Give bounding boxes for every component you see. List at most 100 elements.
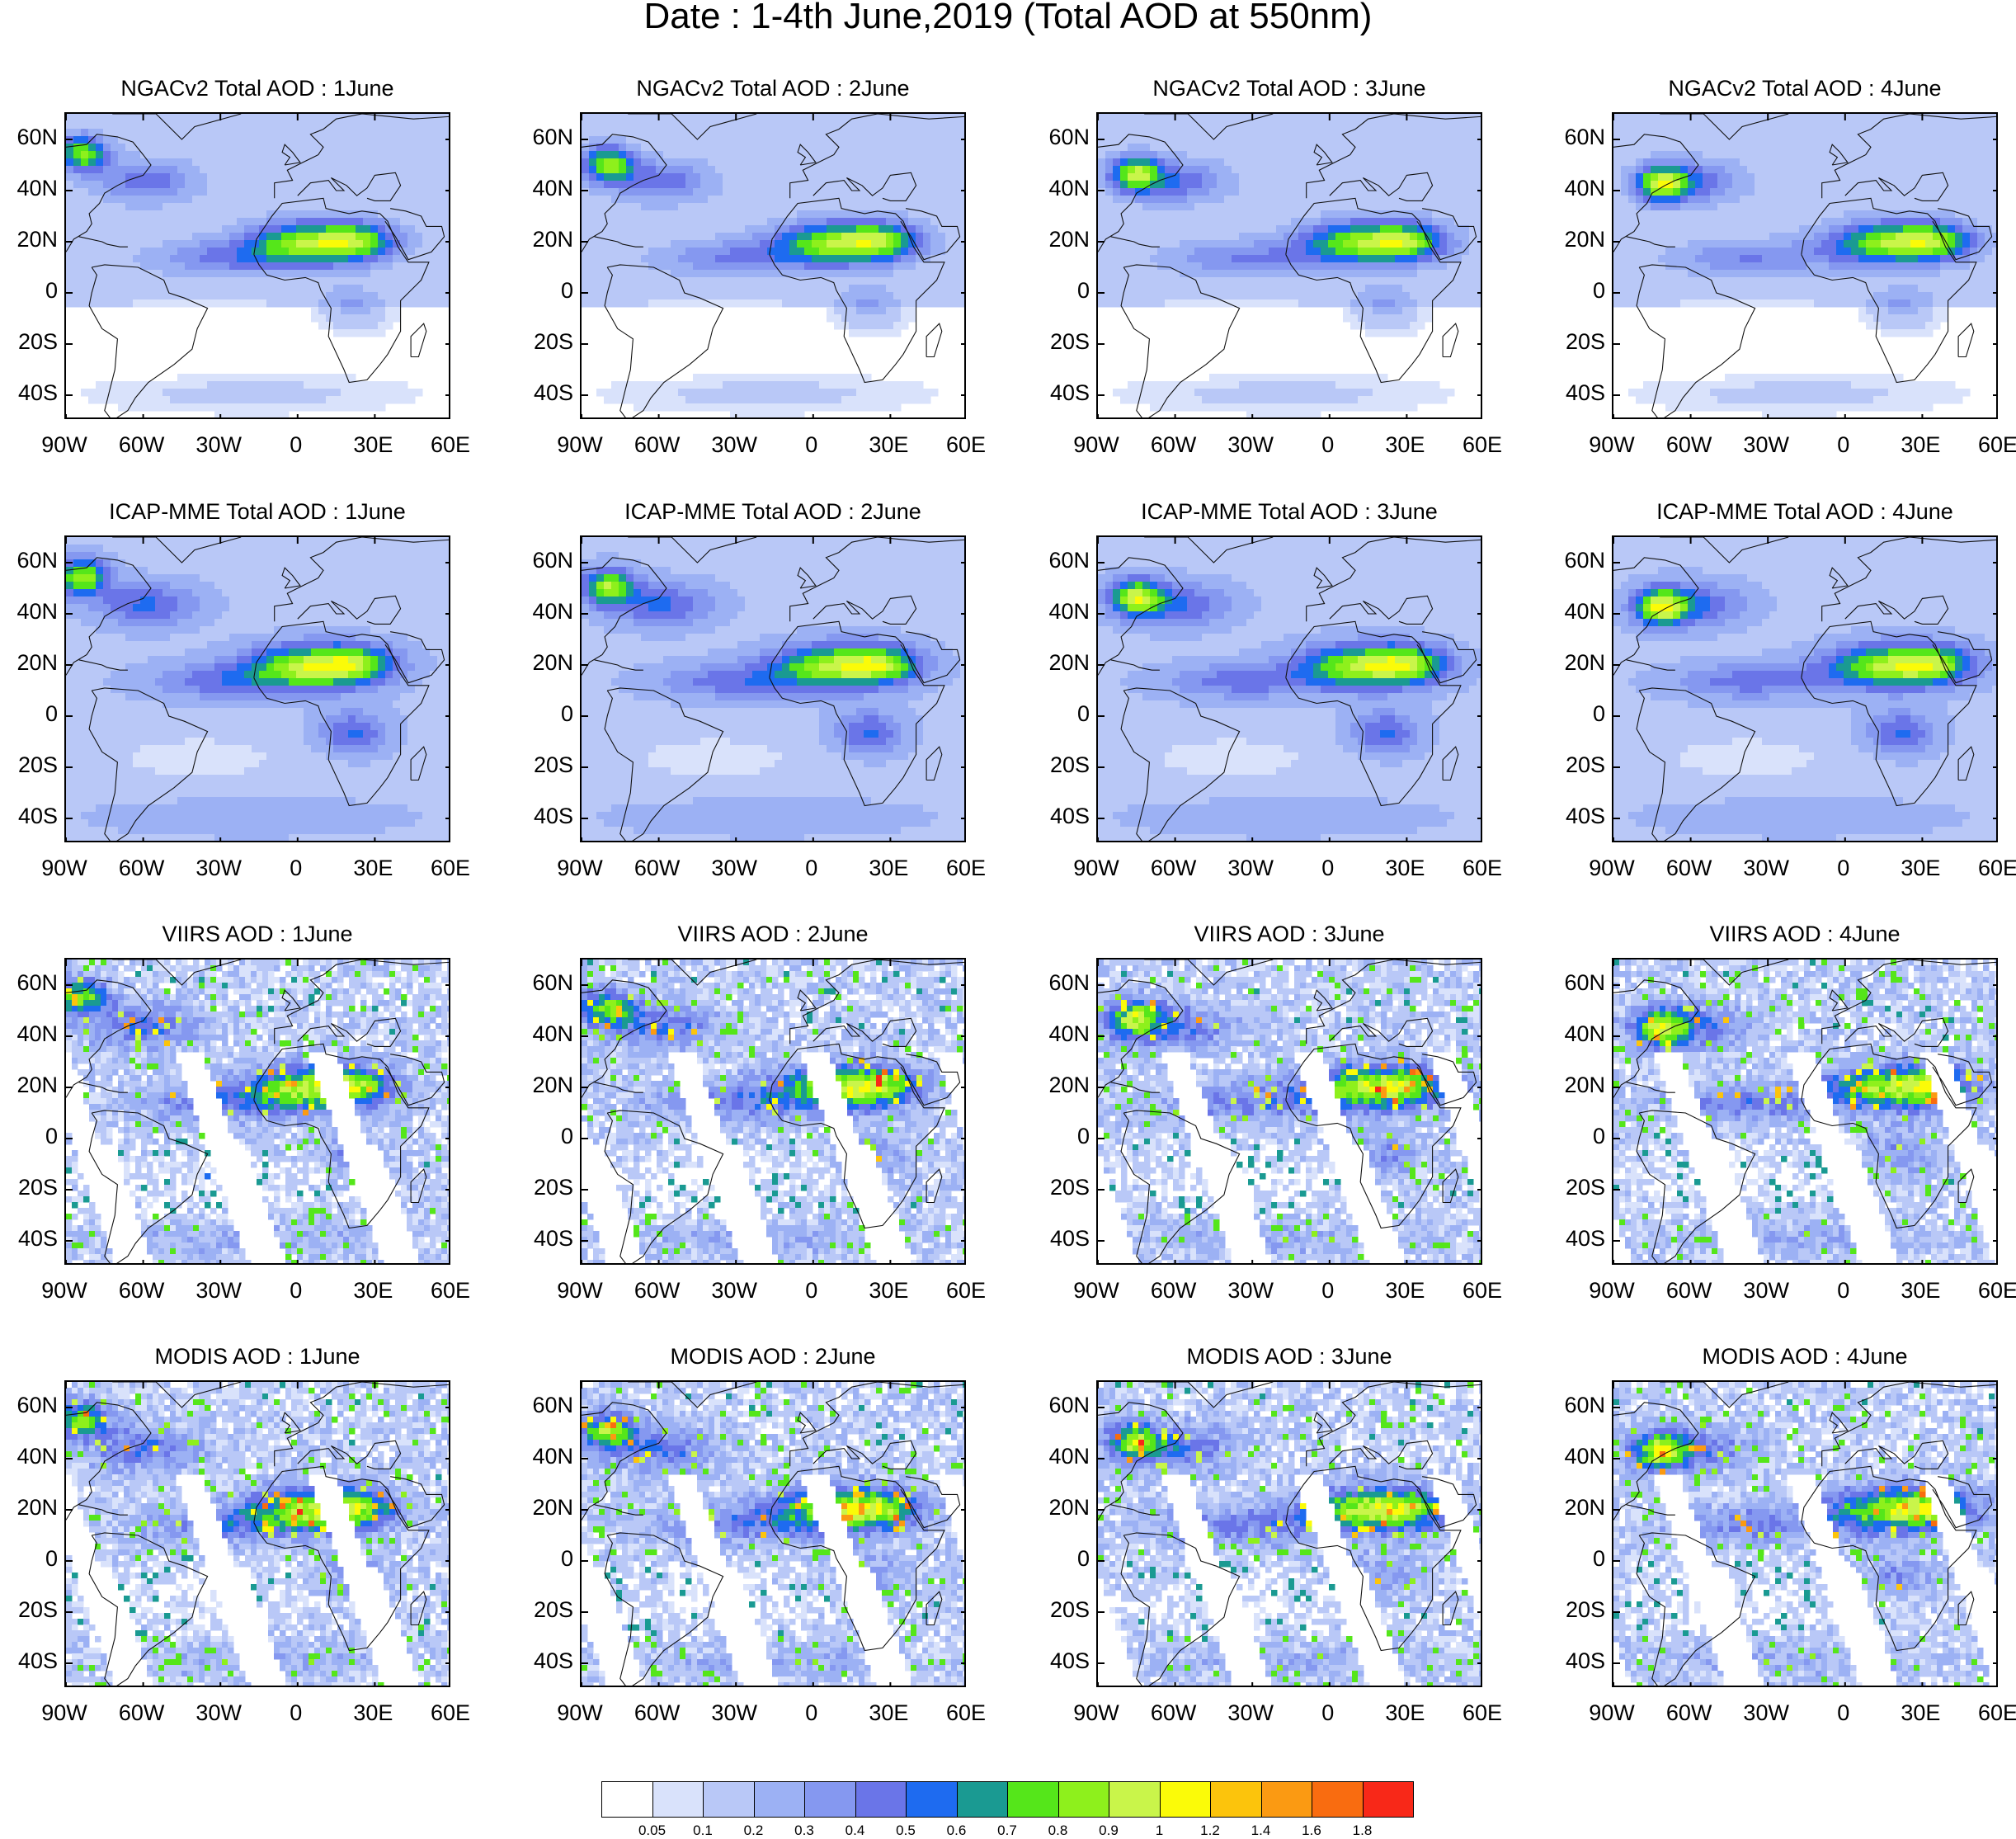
coastline xyxy=(274,960,449,1044)
coastline xyxy=(900,631,961,684)
lon-tick-label: 60E xyxy=(937,432,995,458)
lat-tick-label: 40N xyxy=(7,1444,58,1469)
coastline xyxy=(628,114,757,140)
coastline xyxy=(582,134,667,252)
coastline xyxy=(66,557,152,676)
lat-tick-label: 40S xyxy=(1039,804,1090,829)
lon-tick-label: 60E xyxy=(1453,856,1511,881)
colorbar-swatch xyxy=(753,1781,805,1818)
lon-tick-label: 0 xyxy=(1815,1278,1872,1304)
lon-tick-label: 0 xyxy=(1299,1700,1357,1726)
lon-tick-label: 0 xyxy=(1815,1700,1872,1726)
coastline xyxy=(769,1043,945,1229)
aod-map-panel xyxy=(1096,112,1482,419)
aod-map-panel xyxy=(1612,112,1998,419)
coastline xyxy=(769,620,945,807)
coastline xyxy=(1932,1054,1993,1106)
coastline xyxy=(1313,989,1333,1011)
lon-tick-label: 30E xyxy=(1891,432,1949,458)
lat-tick-label: 0 xyxy=(1039,278,1090,304)
colorbar-label: 1.4 xyxy=(1241,1822,1282,1839)
coastline xyxy=(797,567,817,589)
lat-tick-label: 0 xyxy=(1554,278,1605,304)
coastline xyxy=(297,1440,402,1469)
coastline xyxy=(88,1532,209,1686)
colorbar-swatch xyxy=(855,1781,907,1818)
coastline xyxy=(900,208,961,261)
colorbar-label: 0.9 xyxy=(1088,1822,1129,1839)
coastline xyxy=(1329,1017,1434,1047)
coastline xyxy=(813,1440,917,1469)
coastline xyxy=(1821,537,1996,622)
lat-tick-label: 40N xyxy=(1554,1444,1605,1469)
lat-tick-label: 40N xyxy=(1039,1021,1090,1047)
coastline xyxy=(1416,208,1477,261)
aod-field xyxy=(1098,1382,1481,1686)
lat-tick-label: 40N xyxy=(522,176,573,201)
lat-tick-label: 0 xyxy=(1554,701,1605,727)
coastline xyxy=(628,1382,757,1408)
coastline xyxy=(1110,1504,1160,1516)
lon-tick-label: 0 xyxy=(267,1278,325,1304)
coastline xyxy=(1416,631,1477,684)
lon-tick-label: 30E xyxy=(1376,1278,1434,1304)
lon-tick-label: 60E xyxy=(1969,856,2016,881)
coastline xyxy=(253,197,430,384)
coastline xyxy=(1801,620,1977,807)
aod-map-panel xyxy=(1096,535,1482,842)
colorbar-swatch xyxy=(1312,1781,1364,1818)
lon-tick-label: 90W xyxy=(551,432,609,458)
panel-title: VIIRS AOD : 3June xyxy=(1063,922,1515,947)
lat-tick-label: 60N xyxy=(1039,548,1090,573)
lon-tick-label: 60E xyxy=(1969,1700,2016,1726)
coastline xyxy=(410,746,427,781)
coastline xyxy=(66,1402,152,1521)
coastline xyxy=(88,1110,209,1263)
lat-tick-label: 40N xyxy=(1554,599,1605,625)
coastline xyxy=(1120,1532,1241,1686)
colorbar-label: 0.5 xyxy=(885,1822,926,1839)
lon-tick-label: 0 xyxy=(783,856,841,881)
coastline xyxy=(1285,1043,1462,1229)
lat-tick-label: 0 xyxy=(522,278,573,304)
lon-tick-label: 30E xyxy=(860,1278,917,1304)
lat-tick-label: 0 xyxy=(7,701,58,727)
lat-tick-label: 40N xyxy=(522,1021,573,1047)
colorbar-label: 0.05 xyxy=(632,1822,673,1839)
coastline xyxy=(1098,134,1184,252)
lon-tick-label: 60E xyxy=(1453,1278,1511,1304)
lon-tick-label: 30W xyxy=(1222,856,1279,881)
panel-title: ICAP-MME Total AOD : 4June xyxy=(1579,499,2016,525)
coastline xyxy=(1660,537,1789,563)
coastline xyxy=(1613,557,1699,676)
aod-map-panel xyxy=(580,535,966,842)
lon-tick-label: 30W xyxy=(705,1700,763,1726)
lon-tick-label: 30E xyxy=(344,1700,402,1726)
coastline xyxy=(926,1591,943,1626)
coastline xyxy=(297,595,402,625)
lon-tick-label: 0 xyxy=(267,432,325,458)
coastline xyxy=(384,1054,445,1106)
coastline xyxy=(813,1017,917,1047)
lat-tick-label: 20N xyxy=(522,1073,573,1098)
coastline xyxy=(88,264,209,417)
coastline xyxy=(1626,659,1675,671)
aod-field xyxy=(582,1382,964,1686)
coastline xyxy=(1285,1465,1462,1652)
aod-map-panel xyxy=(1612,535,1998,842)
lon-tick-label: 30E xyxy=(344,432,402,458)
lat-tick-label: 20N xyxy=(7,650,58,676)
coastline xyxy=(1144,960,1274,986)
aod-field xyxy=(66,960,449,1263)
lat-tick-label: 20S xyxy=(522,752,573,778)
aod-map-panel xyxy=(64,1380,450,1687)
aod-field xyxy=(582,960,964,1263)
colorbar-label: 0.4 xyxy=(835,1822,876,1839)
coastline xyxy=(1821,960,1996,1044)
coastline xyxy=(78,659,128,671)
lat-tick-label: 20S xyxy=(7,329,58,355)
coastline xyxy=(384,208,445,261)
coastline xyxy=(297,1017,402,1047)
coastline xyxy=(1801,1043,1977,1229)
coastline xyxy=(1306,537,1481,622)
